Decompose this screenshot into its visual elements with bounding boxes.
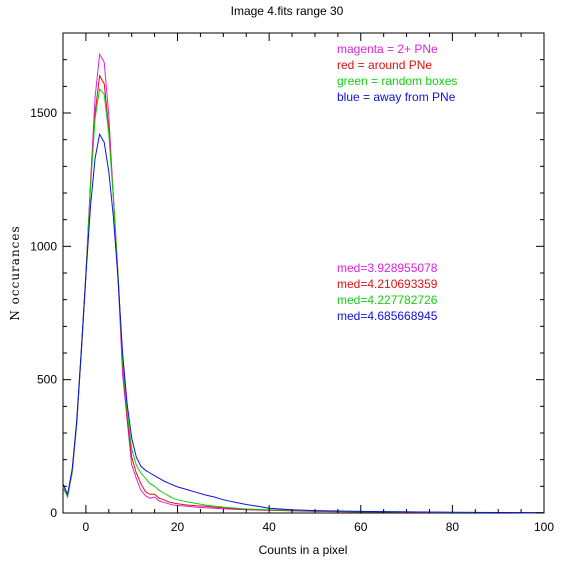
legend-entry: magenta = 2+ PNe bbox=[337, 42, 438, 56]
y-tick-label: 1000 bbox=[30, 239, 57, 253]
x-tick-label: 40 bbox=[262, 520, 276, 534]
series-line-1 bbox=[62, 74, 545, 514]
legend-entry: red = around PNe bbox=[337, 58, 432, 72]
x-tick-label: 80 bbox=[446, 520, 460, 534]
median-label: med=3.928955078 bbox=[337, 261, 438, 275]
x-axis-label: Counts in a pixel bbox=[259, 543, 348, 557]
series-layer bbox=[62, 52, 545, 514]
legend: magenta = 2+ PNe red = around PNe green = … bbox=[337, 42, 457, 104]
x-tick-label: 100 bbox=[534, 520, 554, 534]
y-tick-label: 0 bbox=[50, 506, 57, 520]
y-tick-label: 1500 bbox=[30, 106, 57, 120]
y-axis-label: N occurances bbox=[8, 225, 22, 320]
chart-title: Image 4.fits range 30 bbox=[231, 4, 344, 18]
x-tick-label: 60 bbox=[354, 520, 368, 534]
median-labels: med=3.928955078 med=4.210693359 med=4.2277… bbox=[337, 261, 438, 323]
x-tick-label: 20 bbox=[171, 520, 185, 534]
x-tick-label: 0 bbox=[83, 520, 90, 534]
median-label: med=4.227782726 bbox=[337, 293, 438, 307]
median-label: med=4.210693359 bbox=[337, 277, 438, 291]
series-line-2 bbox=[62, 87, 545, 514]
legend-entry: blue = away from PNe bbox=[337, 90, 456, 104]
series-line-0 bbox=[62, 52, 545, 514]
y-tick-label: 500 bbox=[37, 373, 57, 387]
legend-entry: green = random boxes bbox=[337, 74, 457, 88]
median-label: med=4.685668945 bbox=[337, 309, 438, 323]
plot-frame bbox=[62, 32, 545, 514]
series-line-3 bbox=[62, 132, 545, 514]
